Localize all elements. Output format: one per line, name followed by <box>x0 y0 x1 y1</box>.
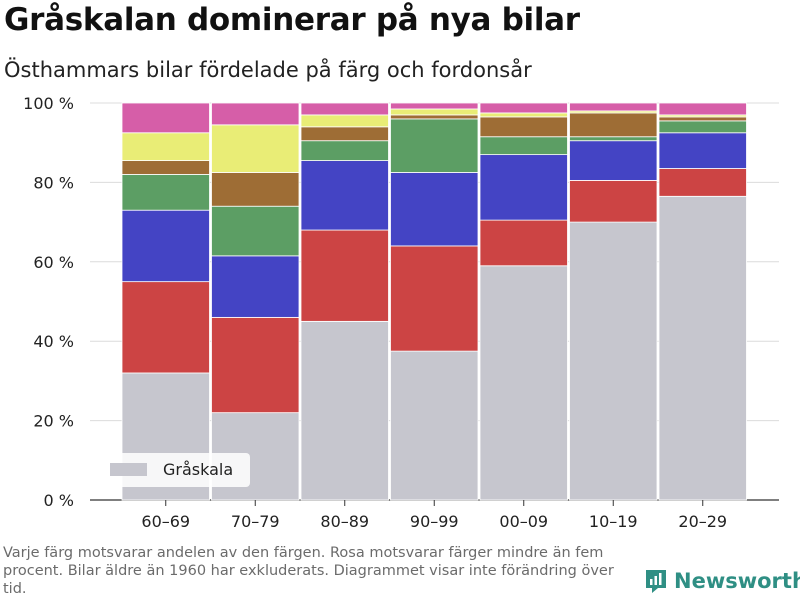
bar-segment <box>300 114 389 128</box>
bar-segment <box>300 102 389 116</box>
bar-segment <box>479 219 568 267</box>
bar-segment <box>658 195 747 501</box>
y-tick-label: 100 % <box>23 94 74 113</box>
y-tick-label: 0 % <box>44 491 74 510</box>
bar-segment <box>479 102 568 114</box>
bar-segment <box>300 140 389 161</box>
bar-segment <box>121 174 210 211</box>
newsworthy-logo-icon <box>646 570 666 593</box>
x-tick-label: 80–89 <box>320 512 369 531</box>
legend: Gråskala <box>100 453 250 487</box>
y-tick-label: 60 % <box>33 253 74 272</box>
bar-segment <box>390 172 479 247</box>
bar-segment <box>390 245 479 352</box>
chart-title: Gråskalan dominerar på nya bilar <box>4 2 580 38</box>
bar-segment <box>569 136 658 142</box>
brand-name: Newsworthy <box>674 569 800 593</box>
bar-segment <box>479 112 568 118</box>
bar-segment <box>569 102 658 112</box>
y-tick-label: 40 % <box>33 332 74 351</box>
bar-segment <box>211 316 300 414</box>
bar-segment <box>569 180 658 223</box>
bar-segment <box>658 116 747 122</box>
bar-segment <box>121 209 210 283</box>
bar-segment <box>211 172 300 207</box>
bar-segment <box>121 102 210 134</box>
bar-segment <box>658 102 747 116</box>
bar-segment <box>211 205 300 257</box>
chart-subtitle: Östhammars bilar fördelade på färg och f… <box>4 58 532 82</box>
legend-box <box>100 453 250 487</box>
brand[interactable]: Newsworthy <box>644 568 800 594</box>
bar-segment <box>121 160 210 175</box>
bar-segment <box>569 140 658 181</box>
x-axis-ticks: 60–69 70–79 80–89 90–99 00–09 10–19 20–29 <box>141 500 727 531</box>
bar-segment <box>658 132 747 169</box>
bars <box>121 102 747 501</box>
bar-segment <box>569 112 658 138</box>
y-tick-label: 20 % <box>33 412 74 431</box>
bar-segment <box>569 221 658 501</box>
bar-segment <box>211 255 300 318</box>
bar-segment <box>300 229 389 322</box>
bar-segment <box>300 320 389 501</box>
y-tick-label: 80 % <box>33 173 74 192</box>
bar-segment <box>479 154 568 221</box>
bar-segment <box>211 124 300 173</box>
bar-segment <box>300 160 389 231</box>
bar-segment <box>300 126 389 142</box>
bar-segment <box>211 102 300 126</box>
footnote: Varje färg motsvarar andelen av den färg… <box>3 545 614 597</box>
x-tick-label: 60–69 <box>141 512 190 531</box>
bar-segment <box>479 116 568 138</box>
x-tick-label: 10–19 <box>589 512 638 531</box>
x-tick-label: 20–29 <box>678 512 727 531</box>
bar-segment <box>121 281 210 374</box>
x-tick-label: 90–99 <box>410 512 459 531</box>
bar-segment <box>658 120 747 134</box>
bar-segment <box>390 102 479 110</box>
bar-segment <box>658 168 747 197</box>
bar-segment <box>390 108 479 116</box>
x-tick-label: 00–09 <box>499 512 548 531</box>
legend-swatch <box>110 463 147 476</box>
y-axis-ticks: 0 % 20 % 40 % 60 % 80 % 100 % <box>23 94 74 510</box>
bar-segment <box>390 118 479 173</box>
bar-segment <box>390 350 479 501</box>
bar-segment <box>121 132 210 161</box>
bar-segment <box>479 136 568 156</box>
bar-segment <box>390 114 479 120</box>
legend-label: Gråskala <box>163 460 233 479</box>
x-tick-label: 70–79 <box>231 512 280 531</box>
bar-segment <box>479 265 568 501</box>
